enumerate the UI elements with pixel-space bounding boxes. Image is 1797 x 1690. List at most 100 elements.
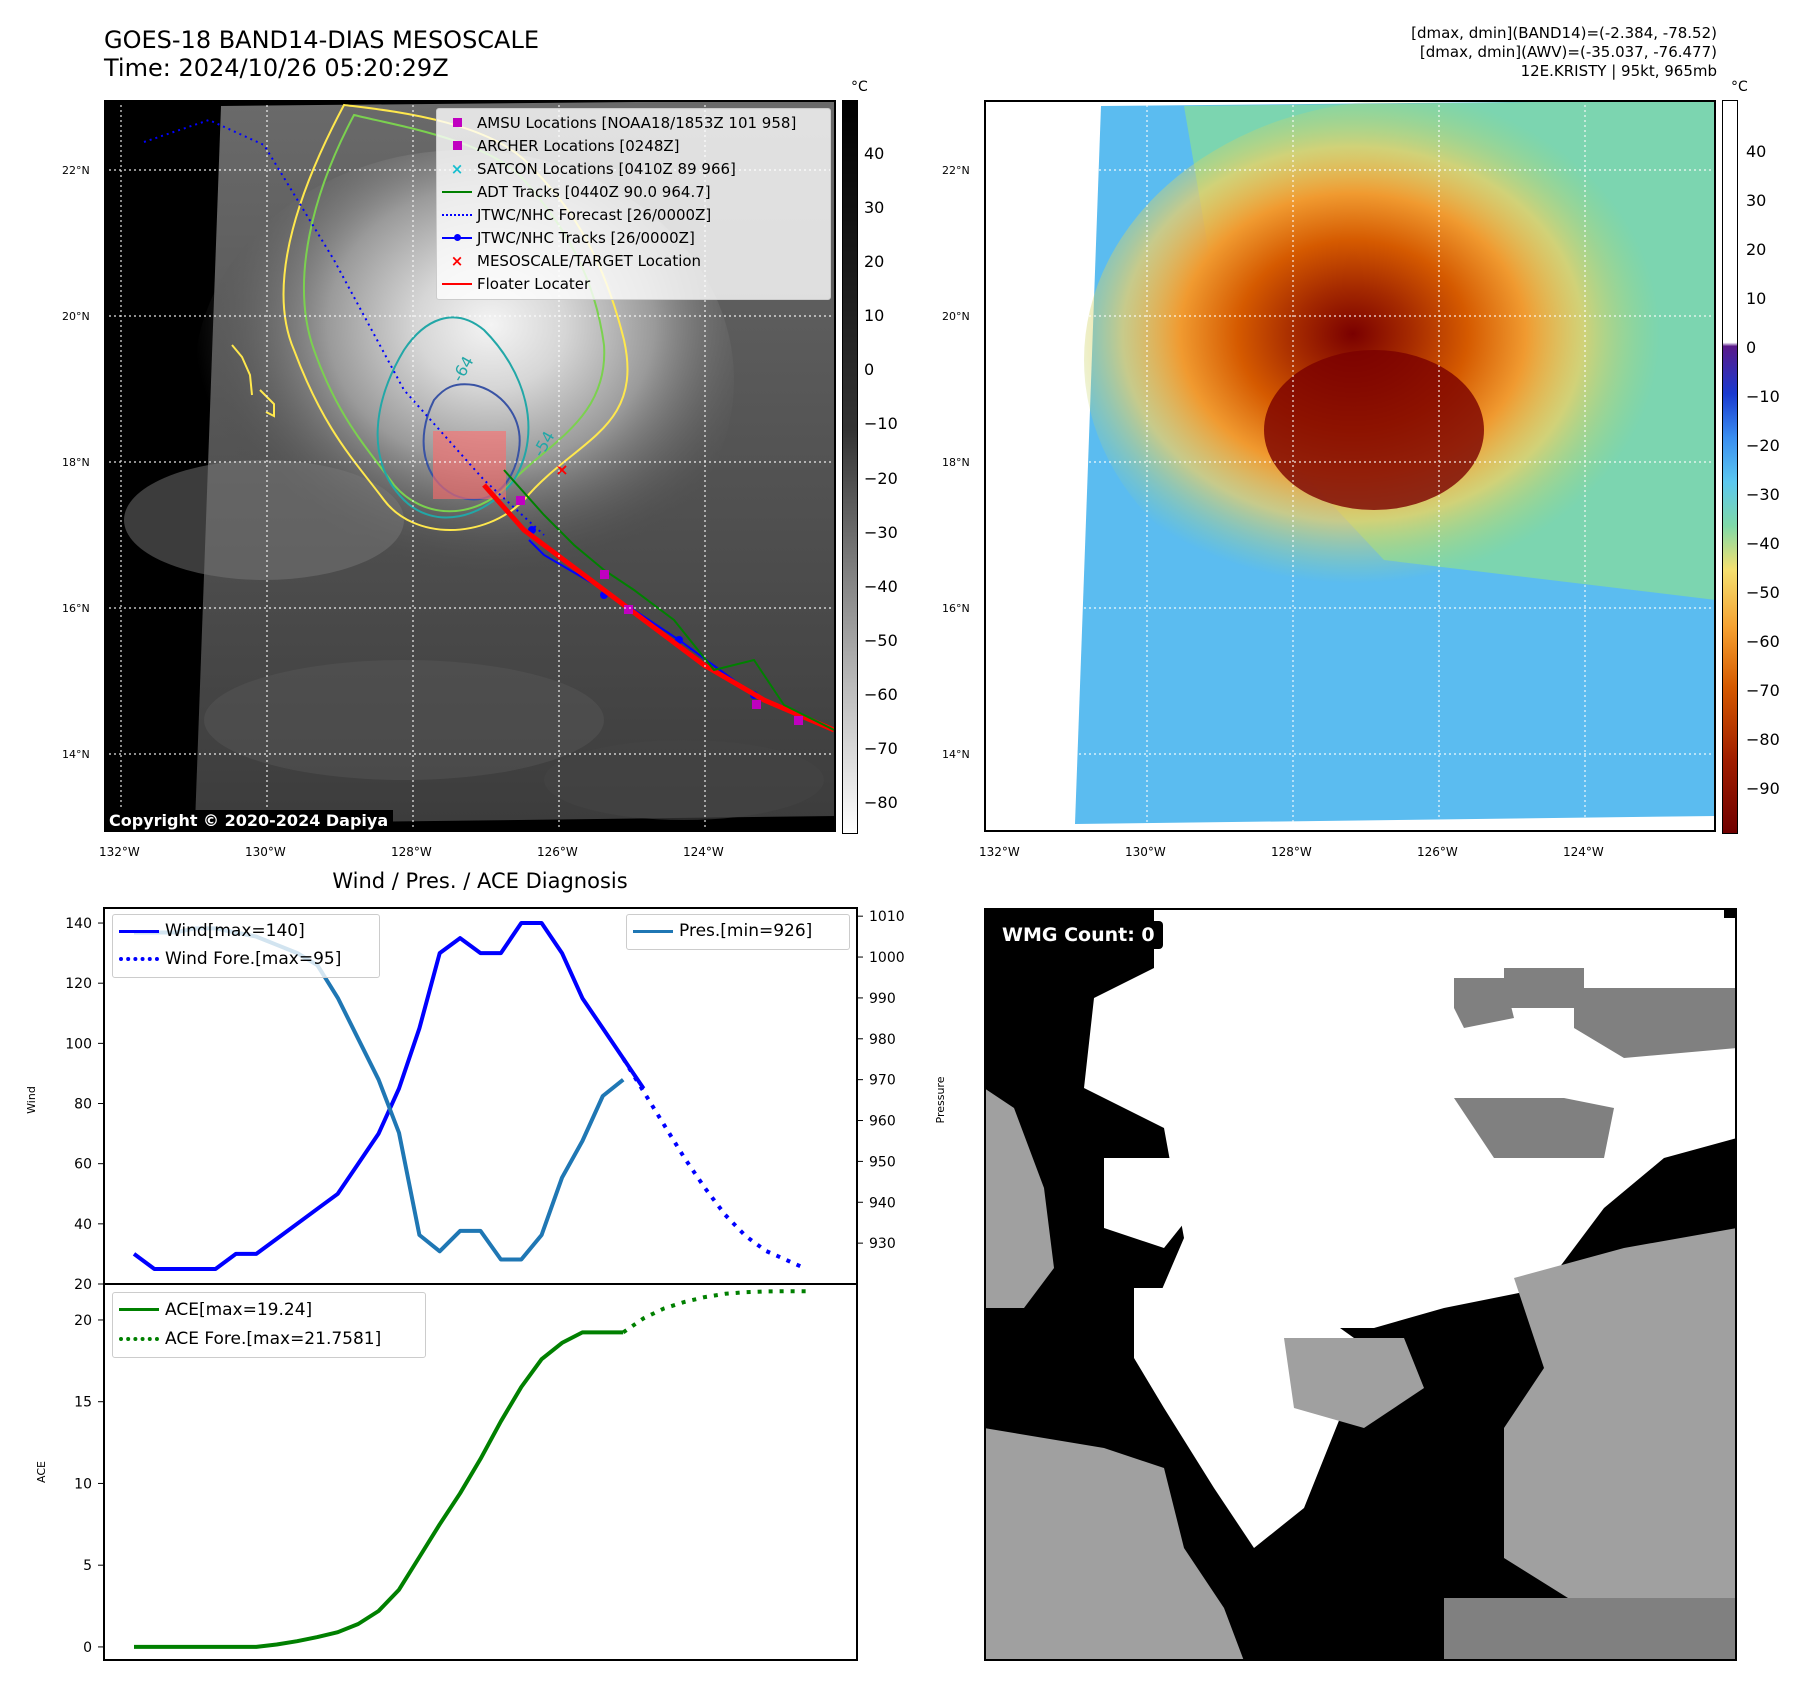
wv-lat-18: 18°N: [942, 456, 970, 469]
legend-forecast: JTWC/NHC Forecast [26/0000Z]: [437, 203, 830, 226]
y-tick-label: 0: [83, 1640, 92, 1656]
wv-cbar-tick: −90: [1746, 779, 1780, 798]
y2-tick-label: 940: [869, 1195, 896, 1211]
line-icon: [437, 190, 477, 193]
y2-tick-label: 1000: [869, 950, 905, 966]
y2-tick-label: 930: [869, 1236, 896, 1252]
series-line-1-0: [134, 1330, 624, 1649]
wv-cbar-tick: −70: [1746, 681, 1780, 700]
legend-adt: ADT Tracks [0440Z 90.0 964.7]: [437, 180, 830, 203]
wv-colorbar-unit: °C: [1731, 79, 1748, 95]
ir-lon-126: 126°W: [537, 845, 578, 859]
x-icon: ×: [450, 251, 464, 270]
figure-subtitle: [dmax, dmin](BAND14)=(-2.384, -78.52) [d…: [1411, 24, 1717, 81]
legend-tracks: JTWC/NHC Tracks [26/0000Z]: [437, 226, 830, 249]
ir-cbar-tick: −80: [864, 793, 898, 812]
wv-cbar-tick: −30: [1746, 485, 1780, 504]
ir-colorbar-unit: °C: [851, 79, 868, 95]
wv-colorbar: [1722, 100, 1738, 834]
y-tick-label: 20: [74, 1313, 92, 1329]
amsu-markers: [516, 496, 803, 725]
wv-cbar-tick: −50: [1746, 583, 1780, 602]
y-tick-label: 10: [74, 1476, 92, 1492]
ir-cbar-tick: −40: [864, 577, 898, 596]
ir-lon-130: 130°W: [245, 845, 286, 859]
y-tick-label: 20: [74, 1277, 92, 1293]
ir-cbar-tick: −70: [864, 739, 898, 758]
dotted-line-icon: [113, 1336, 165, 1341]
wv-lat-22: 22°N: [942, 164, 970, 177]
legend-ace-forecast: ACE Fore.[max=21.7581]: [113, 1324, 425, 1353]
series-line-0-2: [134, 926, 625, 1262]
ir-lat-14: 14°N: [62, 748, 90, 761]
wind-legend: Wind[max=140] Wind Fore.[max=95]: [112, 914, 380, 978]
legend-archer: ARCHER Locations [0248Z]: [437, 134, 830, 157]
legend-pressure: Pres.[min=926]: [627, 917, 849, 945]
ir-cbar-tick: 30: [864, 198, 885, 217]
awv-range: [dmax, dmin](AWV)=(-35.037, -76.477): [1419, 43, 1717, 61]
storm-info: 12E.KRISTY | 95kt, 965mb: [1520, 62, 1717, 80]
y2-tick-label: 990: [869, 991, 896, 1007]
ir-cbar-tick: −10: [864, 414, 898, 433]
y-tick-label: 100: [65, 1036, 92, 1052]
dotted-line-icon: [437, 213, 477, 216]
ir-cbar-tick: 10: [864, 306, 885, 325]
target-marker: ×: [555, 460, 568, 479]
ir-lon-132: 132°W: [99, 845, 140, 859]
legend-satcon: × SATCON Locations [0410Z 89 966]: [437, 157, 830, 180]
y-tick-label: 5: [83, 1558, 92, 1574]
legend-floater: Floater Locater: [437, 272, 830, 295]
ir-lat-20: 20°N: [62, 310, 90, 323]
line-icon: [113, 929, 165, 933]
wv-lon-128: 128°W: [1271, 845, 1312, 859]
chart-title: Wind / Pres. / ACE Diagnosis: [332, 869, 627, 893]
wv-lat-14: 14°N: [942, 748, 970, 761]
copyright: Copyright © 2020-2024 Dapiya: [104, 810, 394, 831]
y-tick-label: 60: [74, 1157, 92, 1173]
wv-lat-16: 16°N: [942, 602, 970, 615]
wv-cbar-tick: −80: [1746, 730, 1780, 749]
ir-cbar-tick: −30: [864, 523, 898, 542]
floater-track: [482, 483, 835, 733]
wv-gridlines: [984, 100, 1716, 832]
line-icon: [627, 929, 679, 933]
ir-cbar-tick: 20: [864, 252, 885, 271]
legend-target: × MESOSCALE/TARGET Location: [437, 249, 830, 272]
wv-lon-130: 130°W: [1125, 845, 1166, 859]
wv-lon-124: 124°W: [1563, 845, 1604, 859]
wv-cbar-tick: 30: [1746, 191, 1767, 210]
y2-tick-label: 950: [869, 1154, 896, 1170]
wind-axis-label: Wind: [25, 1086, 38, 1114]
wv-cbar-tick: −60: [1746, 632, 1780, 651]
wv-cbar-tick: −10: [1746, 387, 1780, 406]
series-line-0-1: [621, 1057, 808, 1271]
ace-axis-label: ACE: [35, 1461, 48, 1483]
y-tick-label: 140: [65, 916, 92, 932]
ir-cbar-tick: −60: [864, 685, 898, 704]
wv-lat-20: 20°N: [942, 310, 970, 323]
legend-ace: ACE[max=19.24]: [113, 1295, 425, 1324]
title-time: Time: 2024/10/26 05:20:29Z: [104, 54, 449, 82]
series-line-1-1: [622, 1289, 807, 1335]
wv-cbar-tick: 0: [1746, 338, 1757, 357]
y2-tick-label: 970: [869, 1073, 896, 1089]
pressure-axis-label: Pressure: [934, 1076, 947, 1123]
y-tick-label: 120: [65, 976, 92, 992]
pressure-legend: Pres.[min=926]: [626, 914, 850, 950]
y-tick-label: 80: [74, 1097, 92, 1113]
wv-map: [984, 100, 1716, 832]
ace-plot-frame: [103, 1283, 858, 1661]
ir-colorbar: [842, 100, 858, 834]
wv-cbar-tick: 20: [1746, 240, 1767, 259]
diagnosis-chart: Wind / Pres. / ACE Diagnosis Wind Pressu…: [25, 869, 947, 1661]
wv-cbar-tick: −20: [1746, 436, 1780, 455]
wmg-count-badge: WMG Count: 0: [994, 921, 1163, 949]
ir-lon-128: 128°W: [391, 845, 432, 859]
line-icon: [437, 282, 477, 285]
figure-title: GOES-18 BAND14-DIAS MESOSCALE Time: 2024/…: [104, 26, 539, 82]
ir-cbar-tick: 40: [864, 144, 885, 163]
ir-cbar-tick: −50: [864, 631, 898, 650]
wv-cbar-tick: 40: [1746, 142, 1767, 161]
square-icon: [437, 141, 477, 150]
dotted-line-icon: [113, 957, 165, 961]
